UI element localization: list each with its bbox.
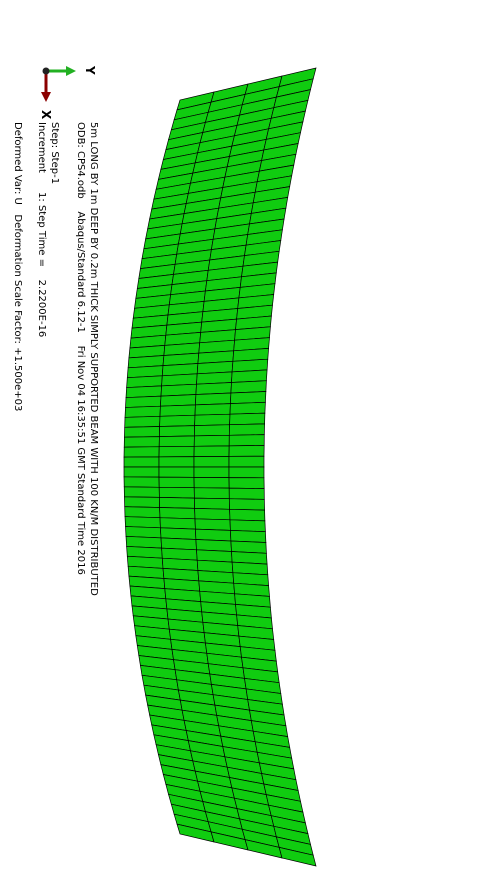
mesh-element bbox=[125, 385, 162, 398]
mesh-element bbox=[230, 380, 267, 394]
mesh-element bbox=[159, 497, 195, 509]
triad-x-arrowhead bbox=[41, 92, 51, 102]
mesh-element bbox=[193, 466, 230, 478]
mesh-element bbox=[194, 518, 231, 531]
mesh-element bbox=[196, 371, 233, 385]
mesh-element bbox=[228, 466, 265, 479]
triad-x-label: X bbox=[39, 110, 53, 120]
mesh-element bbox=[228, 434, 265, 447]
mesh-element bbox=[123, 476, 160, 488]
mesh-element bbox=[124, 506, 161, 519]
coordinate-triad bbox=[41, 66, 76, 102]
mesh-element bbox=[228, 455, 265, 468]
triad-y-arrowhead bbox=[66, 66, 76, 76]
step-info: Step: Step-1 bbox=[49, 122, 60, 185]
mesh-element bbox=[228, 477, 265, 489]
mesh-element bbox=[228, 487, 265, 500]
mesh-element bbox=[193, 456, 230, 468]
mesh-element bbox=[123, 466, 160, 478]
mesh-element bbox=[123, 486, 160, 498]
mesh-element bbox=[158, 445, 195, 458]
mesh-element bbox=[123, 456, 160, 468]
mesh-element bbox=[228, 445, 265, 457]
mesh-element bbox=[125, 395, 162, 408]
mesh-element bbox=[229, 401, 266, 415]
model-title: 5m LONG BY 1m DEEP BY 0.2m THICK SIMPLY … bbox=[88, 122, 99, 596]
mesh-element bbox=[125, 526, 162, 539]
mesh-element bbox=[194, 497, 230, 510]
mesh-element bbox=[194, 403, 231, 416]
mesh-element bbox=[160, 394, 197, 407]
mesh-element bbox=[123, 436, 160, 448]
mesh-element bbox=[193, 445, 230, 457]
mesh-element bbox=[158, 456, 195, 468]
mesh-element bbox=[193, 487, 230, 500]
mesh-element bbox=[229, 519, 266, 533]
mesh-element bbox=[278, 846, 317, 867]
mesh-element bbox=[193, 477, 230, 489]
mesh-element bbox=[124, 496, 160, 508]
mesh-element bbox=[195, 528, 232, 542]
mesh-element bbox=[158, 466, 195, 478]
mesh-element bbox=[124, 405, 161, 418]
mesh-element bbox=[195, 382, 232, 395]
mesh-element bbox=[160, 383, 197, 397]
mesh-element bbox=[194, 508, 231, 521]
mesh-element bbox=[124, 415, 161, 428]
mesh-element bbox=[158, 476, 195, 489]
increment-info: Increment 1: Step Time = 2.2200E-16 bbox=[36, 122, 47, 338]
mesh-element bbox=[194, 424, 230, 437]
odb-info: ODB: CPS4.odb Abaqus/Standard 6.12-1 Fri… bbox=[75, 122, 86, 575]
deformed-mesh bbox=[123, 67, 317, 867]
mesh-element bbox=[158, 435, 195, 448]
mesh-element bbox=[228, 498, 265, 511]
mesh-element bbox=[159, 517, 196, 530]
mesh-element bbox=[159, 425, 195, 437]
mesh-element bbox=[124, 426, 160, 438]
mesh-element bbox=[194, 413, 231, 426]
deformation-info: Deformed Var: U Deformation Scale Factor… bbox=[12, 122, 23, 412]
mesh-element bbox=[195, 392, 232, 406]
mesh-element bbox=[158, 486, 195, 499]
triad-y-label: Y bbox=[83, 66, 97, 75]
mesh-element bbox=[193, 434, 230, 447]
mesh-element bbox=[123, 446, 160, 458]
mesh-element bbox=[229, 412, 266, 426]
triad-origin bbox=[42, 67, 50, 75]
mesh-element bbox=[230, 391, 267, 404]
mesh-element bbox=[228, 423, 265, 436]
mesh-element bbox=[159, 507, 196, 520]
mesh-element bbox=[160, 527, 197, 540]
mesh-element bbox=[159, 404, 196, 417]
mesh-element bbox=[159, 414, 196, 427]
mesh-element bbox=[229, 508, 266, 522]
mesh-element bbox=[230, 530, 267, 543]
mesh-element bbox=[124, 516, 161, 529]
